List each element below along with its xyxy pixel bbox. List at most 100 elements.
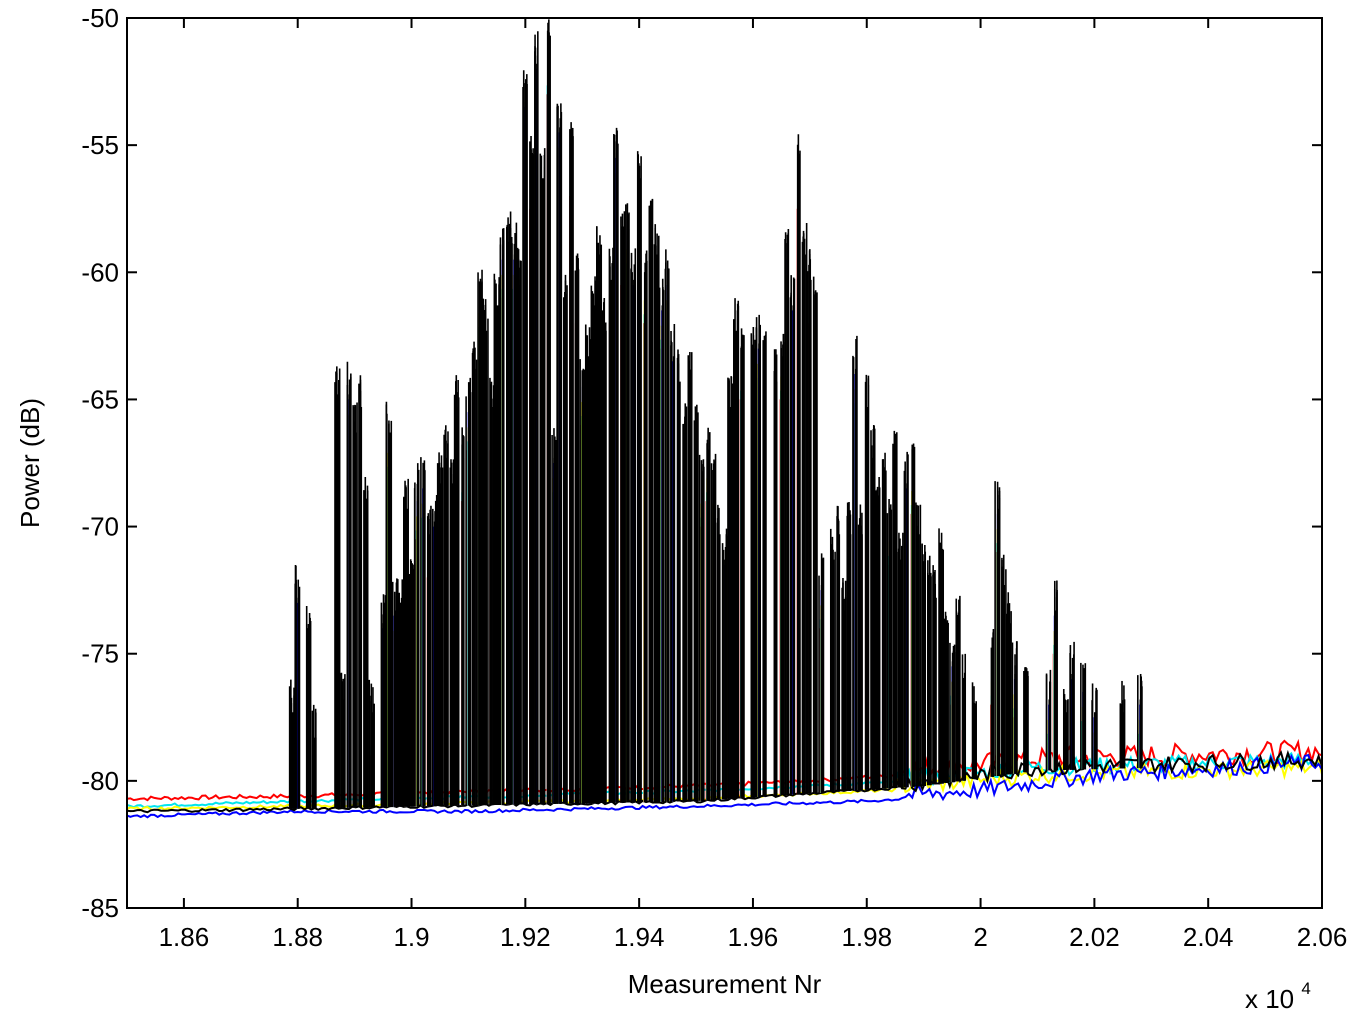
peak-spike bbox=[648, 198, 654, 803]
peak-spike bbox=[943, 611, 949, 783]
peak-spike bbox=[625, 203, 630, 803]
peak-spike bbox=[403, 478, 409, 807]
peak-spike bbox=[852, 335, 858, 791]
peak-spike bbox=[516, 247, 522, 805]
peak-spike bbox=[574, 253, 580, 804]
peak-spike bbox=[385, 401, 393, 808]
peak-spike bbox=[311, 704, 317, 809]
peak-spike bbox=[903, 451, 909, 788]
y-tick-label: -70 bbox=[81, 512, 119, 542]
peak-spike bbox=[716, 504, 721, 800]
x-tick-label: 2.04 bbox=[1183, 922, 1234, 952]
peak-spike bbox=[670, 323, 676, 802]
peak-spike bbox=[426, 505, 432, 807]
peak-spike bbox=[779, 333, 785, 796]
y-tick-label: -85 bbox=[81, 893, 119, 923]
peak-spike bbox=[1080, 662, 1087, 770]
peak-spike bbox=[829, 528, 836, 793]
peak-spike bbox=[1023, 667, 1029, 773]
peak-spike bbox=[949, 642, 956, 783]
peak-spike bbox=[346, 361, 352, 808]
peak-spike bbox=[693, 404, 699, 802]
peak-spike bbox=[836, 505, 841, 792]
peak-spike bbox=[727, 376, 734, 799]
peak-spike bbox=[534, 31, 539, 805]
peak-spike bbox=[529, 135, 535, 805]
y-tick-label: -60 bbox=[81, 257, 119, 287]
peak-spike bbox=[368, 679, 375, 808]
peak-spike bbox=[762, 331, 767, 797]
x-tick-label: 1.88 bbox=[272, 922, 323, 952]
peak-spike bbox=[892, 430, 898, 788]
y-tick-label: -75 bbox=[81, 639, 119, 669]
peak-spike bbox=[796, 134, 801, 795]
peak-spike bbox=[773, 349, 778, 796]
peak-spike bbox=[955, 595, 961, 782]
peak-spike bbox=[391, 578, 398, 807]
peak-spike bbox=[408, 559, 415, 807]
peak-spike bbox=[420, 457, 426, 807]
peak-spike bbox=[579, 359, 586, 804]
peak-spike bbox=[546, 19, 551, 804]
peak-spike bbox=[864, 374, 870, 790]
peak-spike bbox=[613, 127, 619, 803]
series-peaks bbox=[288, 19, 1143, 809]
peak-spike bbox=[676, 349, 681, 802]
peak-spike bbox=[921, 543, 927, 786]
peak-spike bbox=[288, 679, 295, 809]
peak-spike bbox=[932, 565, 937, 785]
peak-spike bbox=[818, 553, 825, 793]
peak-spike bbox=[664, 249, 670, 802]
series-baseline-line bbox=[126, 753, 1323, 819]
peak-spike bbox=[910, 443, 916, 787]
peak-spike bbox=[739, 328, 745, 799]
y-axis-ticks: -50 -55 -60 -65 -70 -75 -80 -85 bbox=[81, 3, 1322, 923]
peak-spike bbox=[449, 459, 455, 806]
peak-spike bbox=[305, 605, 312, 809]
x-tick-label: 2.06 bbox=[1297, 922, 1348, 952]
x-tick-label: 1.9 bbox=[393, 922, 429, 952]
peak-spike bbox=[705, 427, 711, 801]
peak-spike bbox=[608, 247, 614, 803]
y-tick-label: -50 bbox=[81, 3, 119, 33]
peak-spike bbox=[938, 528, 945, 784]
peak-spike bbox=[733, 298, 740, 799]
peak-spike bbox=[601, 297, 607, 803]
peak-spike bbox=[636, 151, 642, 803]
peak-spike bbox=[721, 528, 728, 800]
peak-spike bbox=[897, 532, 904, 788]
peak-spike bbox=[994, 481, 1001, 777]
peak-spike bbox=[789, 275, 796, 795]
peak-spike bbox=[927, 555, 932, 786]
peak-spike bbox=[460, 427, 465, 806]
peak-spike bbox=[630, 248, 637, 803]
peak-spike bbox=[875, 476, 881, 789]
peak-spike bbox=[915, 502, 922, 787]
peak-spike bbox=[477, 269, 483, 806]
peak-spike bbox=[465, 377, 472, 806]
axes-box bbox=[126, 17, 1323, 909]
peak-spike bbox=[551, 428, 557, 804]
peak-spike bbox=[886, 498, 893, 789]
peak-spike bbox=[522, 70, 528, 805]
peak-spike bbox=[846, 502, 852, 791]
peak-spike bbox=[1062, 688, 1069, 770]
peak-spike bbox=[1045, 669, 1052, 771]
peak-spike bbox=[584, 324, 592, 804]
x-axis-ticks: 1.86 1.88 1.9 1.92 1.94 1.96 1.98 2 2.02 2.04 2.06 bbox=[159, 18, 1348, 952]
peak-spike bbox=[396, 579, 404, 807]
peak-spike bbox=[961, 653, 967, 781]
peak-spike bbox=[562, 274, 568, 804]
peak-spike bbox=[340, 672, 346, 808]
x-axis-multiplier: x 10 4 bbox=[1245, 979, 1311, 1014]
x-tick-label: 2.02 bbox=[1069, 922, 1120, 952]
peak-spike bbox=[682, 403, 688, 802]
peak-spike bbox=[881, 452, 887, 789]
peak-spike bbox=[971, 682, 977, 780]
peak-spike bbox=[436, 452, 444, 807]
peak-spike bbox=[489, 377, 495, 806]
peak-spike bbox=[710, 453, 717, 801]
peak-spike bbox=[358, 375, 363, 808]
peak-spike bbox=[1052, 580, 1058, 771]
